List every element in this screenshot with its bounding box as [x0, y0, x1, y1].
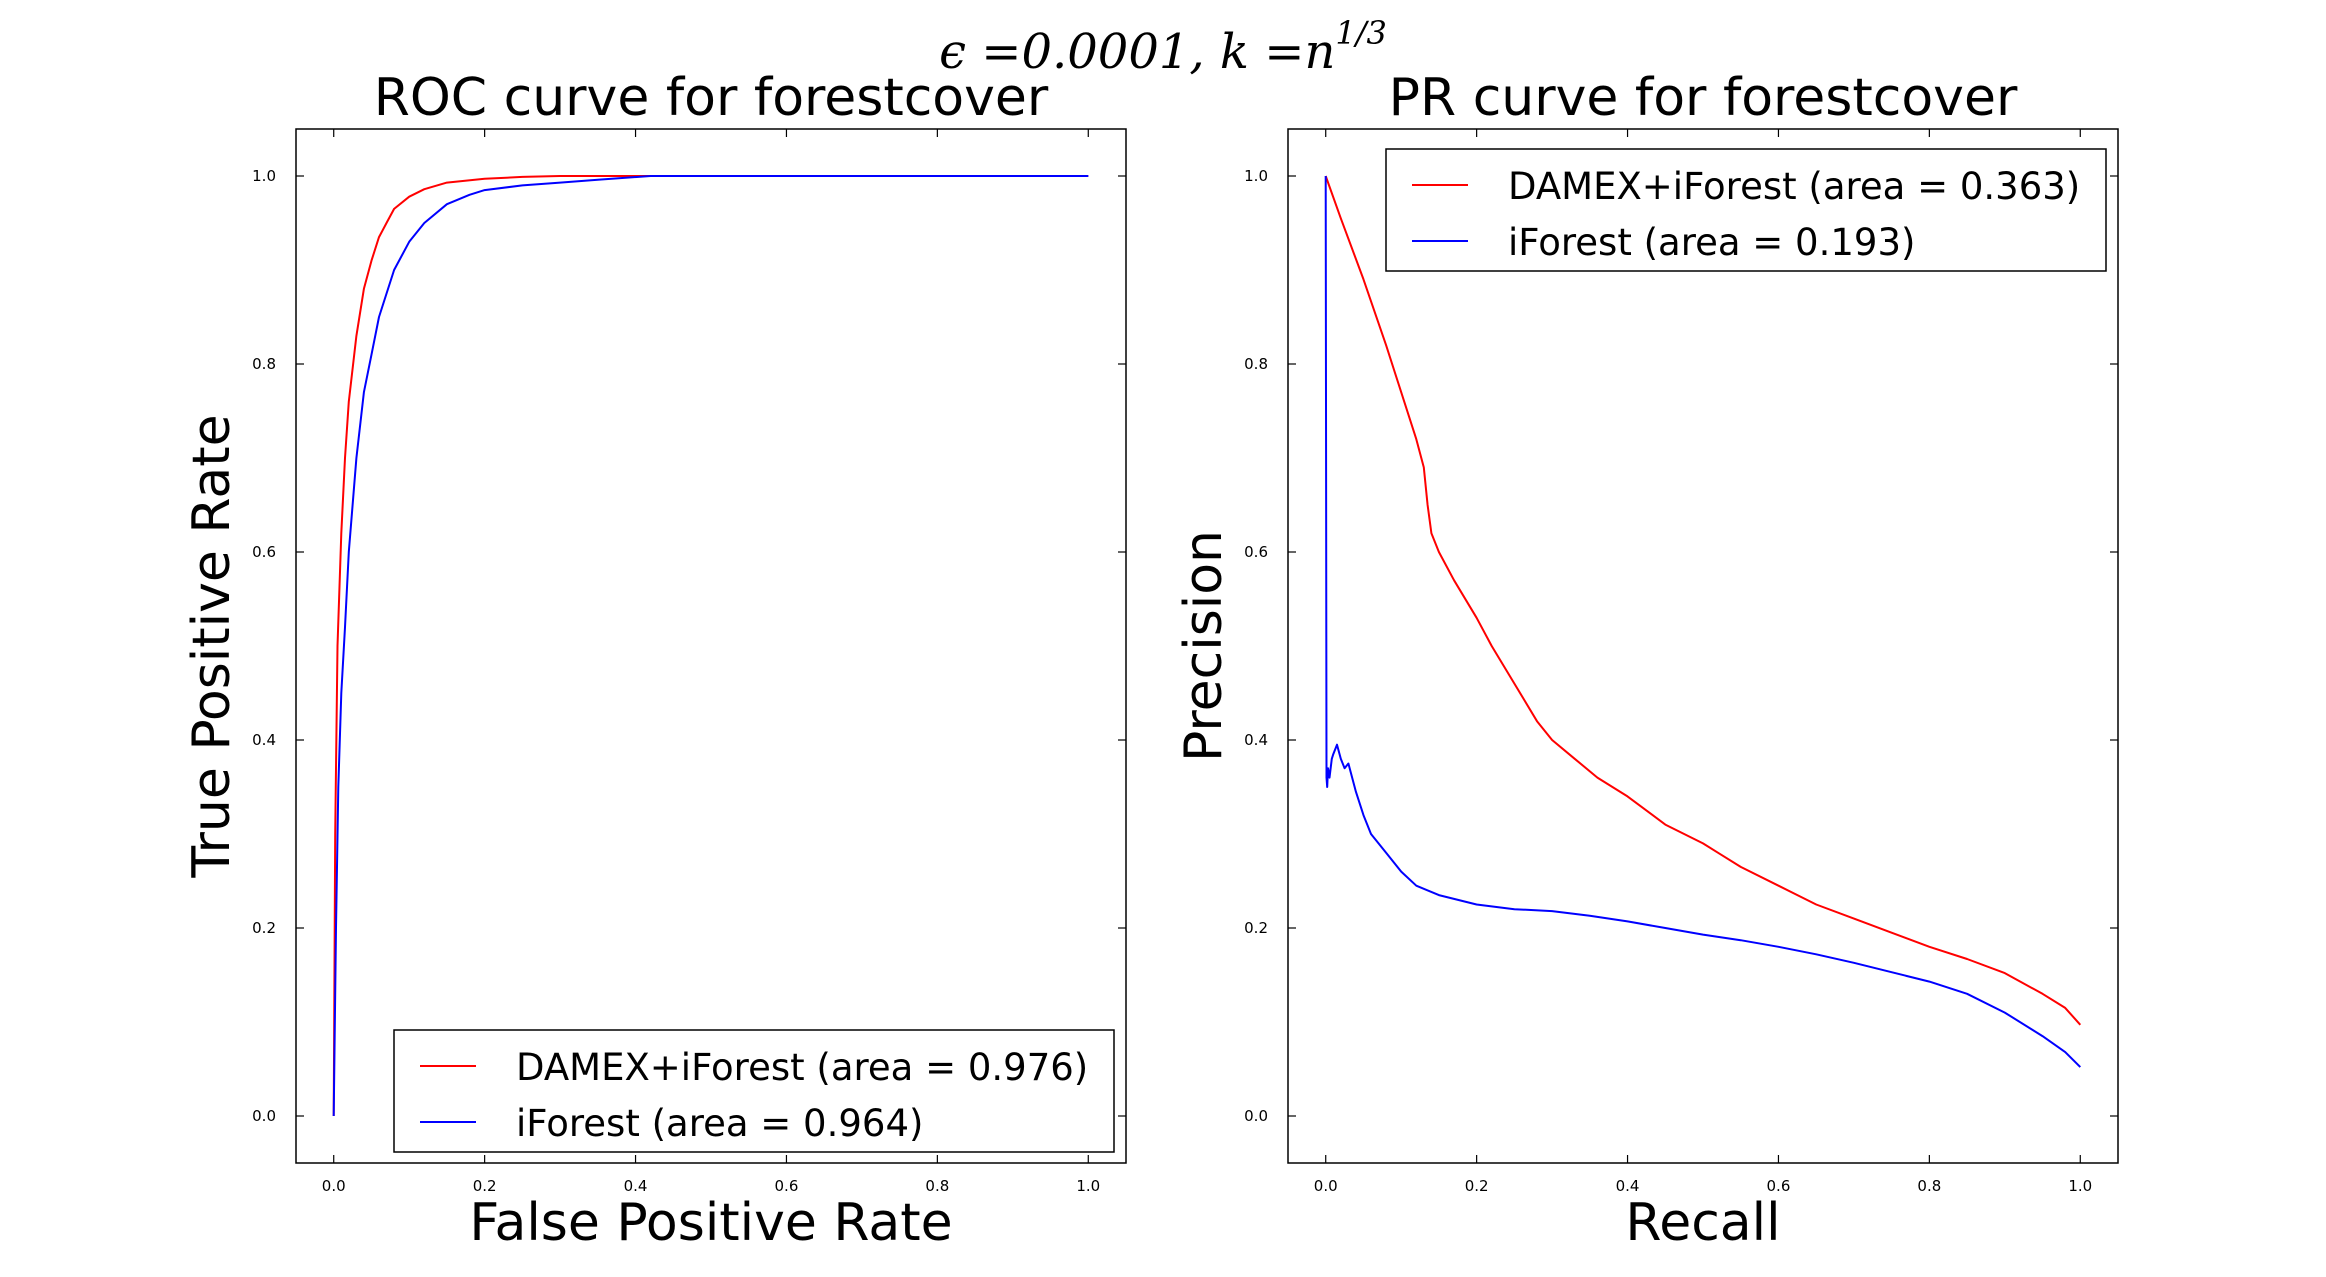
pr-legend-label-0: DAMEX+iForest (area = 0.363)	[1508, 165, 2080, 208]
pr-y-tick-label: 1.0	[1244, 167, 1268, 185]
pr-y-tick-label: 0.4	[1244, 731, 1268, 749]
pr-x-tick-label: 0.0	[1314, 1177, 1338, 1195]
pr-legend-box	[1385, 148, 2107, 272]
pr-series-line-1	[1324, 175, 2082, 1068]
pr-y-axis-label: Precision	[1174, 530, 1234, 762]
roc-plot-frame	[295, 128, 1127, 1164]
pr-x-axis-label: Recall	[1625, 1193, 1780, 1253]
roc-y-tick-label: 0.4	[252, 731, 276, 749]
pr-x-tick-label: 0.2	[1465, 1177, 1489, 1195]
roc-y-tick-label: 0.0	[252, 1107, 276, 1125]
pr-legend-label-1: iForest (area = 0.193)	[1508, 221, 1915, 264]
pr-x-tick-label: 0.6	[1767, 1177, 1791, 1195]
roc-legend-label-0: DAMEX+iForest (area = 0.976)	[516, 1046, 1088, 1089]
roc-x-tick-label: 0.0	[322, 1177, 346, 1195]
pr-chart: PR curve for forestcover 0.0 0.2 0.4 0.6 0.8 1…	[1174, 68, 2119, 1253]
pr-plot-frame	[1287, 128, 2119, 1164]
pr-y-tick-label: 0.8	[1244, 355, 1268, 373]
roc-y-axis-label: True Positive Rate	[182, 414, 242, 878]
pr-y-tick-label: 0.6	[1244, 543, 1268, 561]
pr-x-tick-label: 1.0	[2068, 1177, 2092, 1195]
pr-series-line-0	[1324, 175, 2082, 1026]
pr-x-tick-label: 0.4	[1616, 1177, 1640, 1195]
roc-legend-box	[393, 1029, 1115, 1153]
roc-y-tick-label: 0.8	[252, 355, 276, 373]
pr-y-tick-label: 0.0	[1244, 1107, 1268, 1125]
suptitle-exponent: 1/3	[1335, 14, 1387, 52]
roc-y-tick-label: 0.6	[252, 543, 276, 561]
pr-y-tick-label: 0.2	[1244, 919, 1268, 937]
roc-series-line-0	[332, 175, 1089, 1117]
pr-x-tick-label: 0.8	[1917, 1177, 1941, 1195]
roc-legend-label-1: iForest (area = 0.964)	[516, 1102, 923, 1145]
roc-series-line-1	[332, 175, 1089, 1117]
figure-suptitle: ϵ =0.0001, k =n1/3	[939, 14, 1387, 80]
roc-chart-title: ROC curve for forestcover	[374, 68, 1049, 128]
roc-x-tick-label: 0.2	[473, 1177, 497, 1195]
roc-x-tick-label: 0.6	[775, 1177, 799, 1195]
suptitle-main: ϵ =0.0001, k =n	[939, 24, 1335, 80]
roc-y-tick-label: 0.2	[252, 919, 276, 937]
roc-x-tick-label: 0.8	[925, 1177, 949, 1195]
roc-chart: ROC curve for forestcover 0.0 0.2 0.4 0.6 0.8…	[182, 68, 1127, 1253]
roc-x-axis-label: False Positive Rate	[469, 1193, 952, 1253]
roc-x-tick-label: 1.0	[1076, 1177, 1100, 1195]
roc-x-tick-label: 0.4	[624, 1177, 648, 1195]
roc-y-tick-label: 1.0	[252, 167, 276, 185]
pr-chart-title: PR curve for forestcover	[1389, 68, 2018, 128]
